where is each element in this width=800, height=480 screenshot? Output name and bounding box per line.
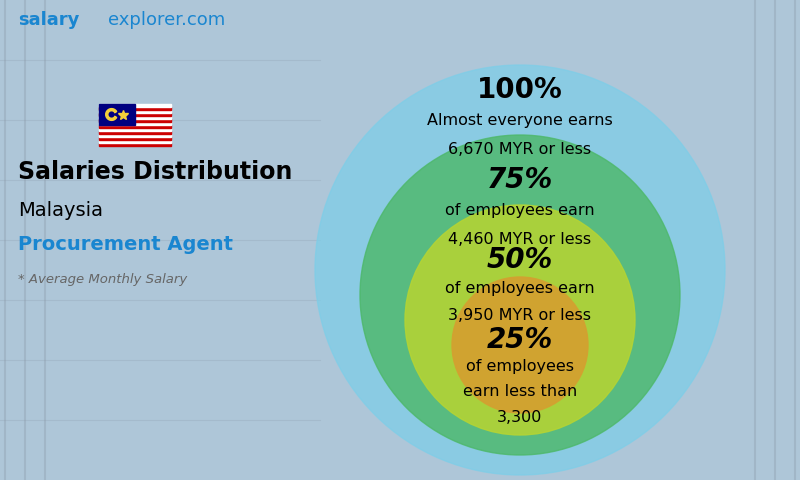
Bar <box>99 137 171 140</box>
Bar <box>99 116 171 119</box>
Text: explorer.com: explorer.com <box>108 11 225 29</box>
Bar <box>99 131 171 134</box>
Bar <box>99 134 171 137</box>
Bar <box>99 125 171 128</box>
Bar <box>99 104 135 125</box>
Text: of employees: of employees <box>466 360 574 374</box>
Bar <box>99 140 171 143</box>
Text: earn less than: earn less than <box>463 384 577 399</box>
Wedge shape <box>106 108 117 120</box>
Text: Almost everyone earns: Almost everyone earns <box>427 112 613 128</box>
Text: Procurement Agent: Procurement Agent <box>18 236 233 254</box>
Text: of employees earn: of employees earn <box>445 280 595 296</box>
Bar <box>99 113 171 116</box>
Text: 75%: 75% <box>487 166 553 194</box>
Bar <box>99 143 171 146</box>
Text: 100%: 100% <box>477 76 563 104</box>
Text: 6,670 MYR or less: 6,670 MYR or less <box>449 143 591 157</box>
Circle shape <box>405 205 635 435</box>
Text: Malaysia: Malaysia <box>18 201 103 219</box>
Text: salary: salary <box>18 11 79 29</box>
Circle shape <box>315 65 725 475</box>
Text: 3,300: 3,300 <box>498 409 542 424</box>
Text: 3,950 MYR or less: 3,950 MYR or less <box>449 309 591 324</box>
Text: of employees earn: of employees earn <box>445 203 595 217</box>
Text: 25%: 25% <box>487 326 553 354</box>
Text: 50%: 50% <box>487 246 553 274</box>
Text: 4,460 MYR or less: 4,460 MYR or less <box>449 232 591 248</box>
Bar <box>99 107 171 110</box>
Text: Salaries Distribution: Salaries Distribution <box>18 160 292 184</box>
Text: * Average Monthly Salary: * Average Monthly Salary <box>18 274 187 287</box>
Bar <box>99 122 171 125</box>
Bar <box>99 128 171 131</box>
Circle shape <box>360 135 680 455</box>
Bar <box>99 110 171 113</box>
Circle shape <box>452 277 588 413</box>
Bar <box>99 104 171 107</box>
Bar <box>99 119 171 122</box>
